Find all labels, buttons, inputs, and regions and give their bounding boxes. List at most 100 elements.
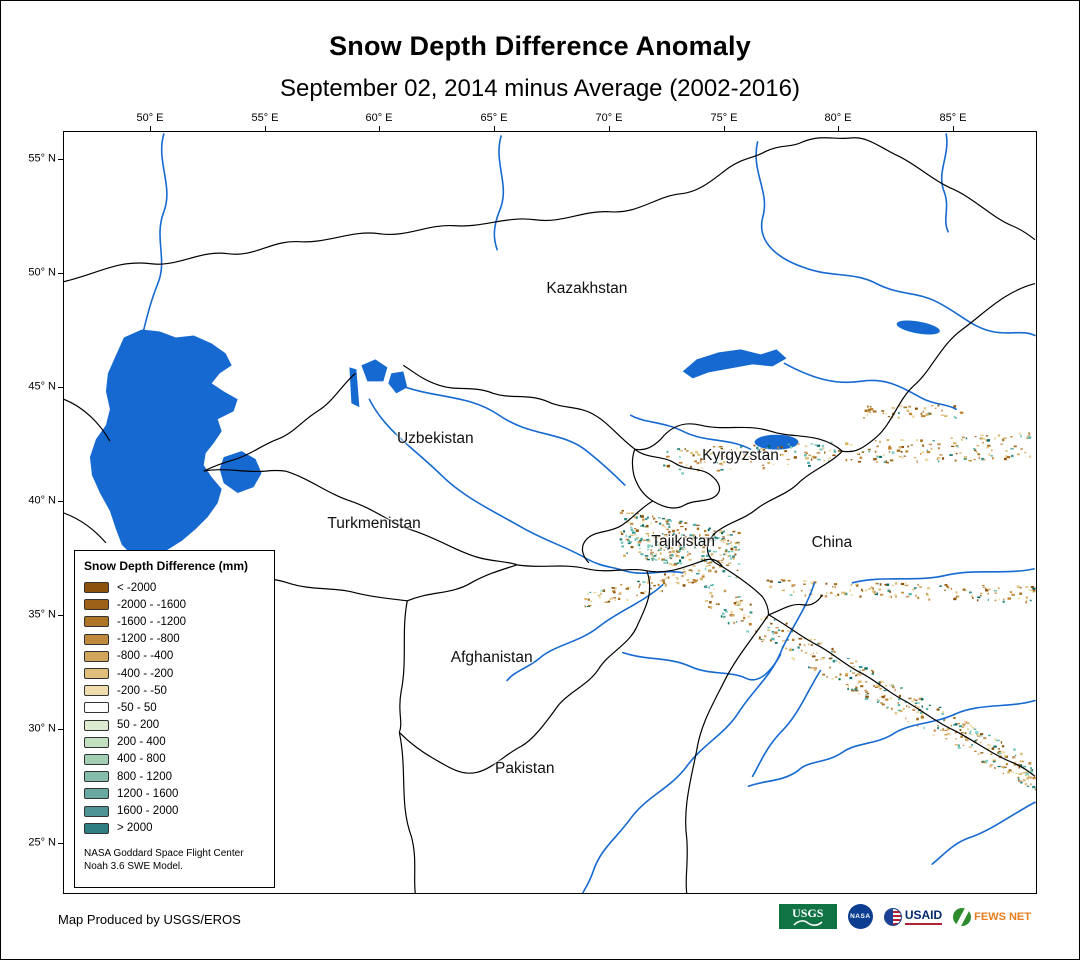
left-tick-label: 55° N <box>28 152 56 165</box>
legend-label: -1600 - -1200 <box>117 615 187 628</box>
top-tick-mark <box>379 126 380 132</box>
left-tick-label: 45° N <box>28 380 56 393</box>
river-se-corner <box>931 801 1036 865</box>
map-area: 50° E 55° E 60° E 65° E 70° E 75° E 80° … <box>28 112 1037 894</box>
top-tick-label: 75° E <box>710 112 738 124</box>
legend-credit-line1: NASA Goddard Space Flight Center <box>84 847 244 859</box>
top-tick-mark <box>724 126 725 132</box>
legend-credit: NASA Goddard Space Flight Center Noah 3.… <box>84 847 265 873</box>
top-tick-label: 80° E <box>824 112 852 124</box>
legend-row: -1600 - -1200 <box>84 613 265 630</box>
legend-row: -800 - -400 <box>84 648 265 665</box>
caspian-sea <box>89 329 238 559</box>
legend-label: -400 - -200 <box>117 667 174 680</box>
left-tick-label: 35° N <box>28 608 56 621</box>
afghanistan-north-border <box>516 558 724 573</box>
legend-row: 400 - 800 <box>84 751 265 768</box>
legend-label: -200 - -50 <box>117 684 167 697</box>
ustyurt-border <box>203 372 356 472</box>
legend-label: -2000 - -1600 <box>117 598 187 611</box>
legend-credit-line2: Noah 3.6 SWE Model. <box>84 860 183 872</box>
river-ishim <box>493 135 505 251</box>
country-label-kazakhstan: Kazakhstan <box>546 279 628 297</box>
legend-row: 1200 - 1600 <box>84 785 265 802</box>
legend-label: -50 - 50 <box>117 701 157 714</box>
legend-swatch <box>84 702 109 714</box>
usaid-flag-icon <box>883 907 902 926</box>
aral-sea-east <box>388 371 408 394</box>
left-tick-mark <box>58 501 64 502</box>
country-label-kyrgyzstan: Kyrgyzstan <box>702 447 779 465</box>
legend-label: 1200 - 1600 <box>117 787 179 800</box>
country-label-uzbekistan: Uzbekistan <box>396 430 474 448</box>
iran-pakistan-border <box>398 732 416 893</box>
russia-kazakhstan-border <box>64 137 1036 283</box>
top-tick-label: 85° E <box>939 112 967 124</box>
river-irtysh <box>755 141 1036 337</box>
caucasus-border-2 <box>64 512 107 544</box>
kazakhstan-uzbekistan-border <box>402 364 636 450</box>
top-tick-label: 55° E <box>251 112 279 124</box>
legend-row: -200 - -50 <box>84 682 265 699</box>
legend-label: 400 - 800 <box>117 753 166 766</box>
page-title: Snow Depth Difference Anomaly <box>329 31 751 61</box>
left-tick-mark <box>58 387 64 388</box>
map-credit: Map Produced by USGS/EROS <box>58 912 241 927</box>
river-kabul <box>622 651 782 681</box>
fews-net-logo: FEWS NET <box>953 907 1031 926</box>
legend-row: 1600 - 2000 <box>84 802 265 819</box>
country-label-afghanistan: Afghanistan <box>450 648 533 666</box>
china-india-border <box>768 614 1036 777</box>
left-tick-label: 30° N <box>28 722 56 735</box>
lakes <box>89 320 940 559</box>
legend-row: -400 - -200 <box>84 665 265 682</box>
legend-row: -50 - 50 <box>84 699 265 716</box>
top-tick-mark <box>609 126 610 132</box>
kazakhstan-kyrgyzstan-border <box>634 423 843 452</box>
legend-swatch <box>84 599 109 611</box>
legend-label: 50 - 200 <box>117 719 160 732</box>
legend-row: -2000 - -1600 <box>84 596 265 613</box>
legend-label: < -2000 <box>117 581 157 594</box>
legend-swatch <box>84 805 109 817</box>
legend-row: 800 - 1200 <box>84 768 265 785</box>
usaid-logo: USAID <box>883 907 943 926</box>
legend-row: -1200 - -800 <box>84 631 265 648</box>
map-canvas <box>64 133 1036 893</box>
turkmenistan-afghanistan-border <box>407 564 518 602</box>
aral-sea-north <box>361 359 388 382</box>
legend-swatch <box>84 788 109 800</box>
tajikistan-uzbekistan-border <box>581 500 654 564</box>
top-tick-label: 60° E <box>365 112 393 124</box>
legend-label: 800 - 1200 <box>117 770 172 783</box>
legend-swatch <box>84 616 109 628</box>
fews-net-globe-icon <box>953 907 972 926</box>
legend-rows: < -2000 -2000 - -1600 -1600 - -1200 -120… <box>84 579 265 837</box>
top-tick-label: 65° E <box>480 112 508 124</box>
left-tick-mark <box>58 159 64 160</box>
legend-swatch <box>84 753 109 765</box>
left-tick-mark <box>58 273 64 274</box>
legend-swatch <box>84 582 109 594</box>
lake-balkhash <box>682 349 787 379</box>
country-borders <box>64 137 1036 893</box>
legend-swatch <box>84 633 109 645</box>
river-tarim <box>851 568 1035 584</box>
legend-label: -1200 - -800 <box>117 633 180 646</box>
fergana-borders <box>631 448 721 509</box>
legend-swatch <box>84 685 109 697</box>
country-label-china: China <box>811 533 853 551</box>
legend-row: 50 - 200 <box>84 717 265 734</box>
legend-row: < -2000 <box>84 579 265 596</box>
legend-label: 1600 - 2000 <box>117 805 179 818</box>
kara-bogaz-gol <box>219 451 262 494</box>
legend-label: -800 - -400 <box>117 650 174 663</box>
legend-title: Snow Depth Difference (mm) <box>84 559 249 573</box>
rivers <box>141 133 1036 893</box>
legend-row: 200 - 400 <box>84 734 265 751</box>
left-tick-mark <box>58 843 64 844</box>
legend-row: > 2000 <box>84 820 265 837</box>
top-tick-mark <box>150 126 151 132</box>
legend-swatch <box>84 771 109 783</box>
china-west-border <box>706 450 843 568</box>
